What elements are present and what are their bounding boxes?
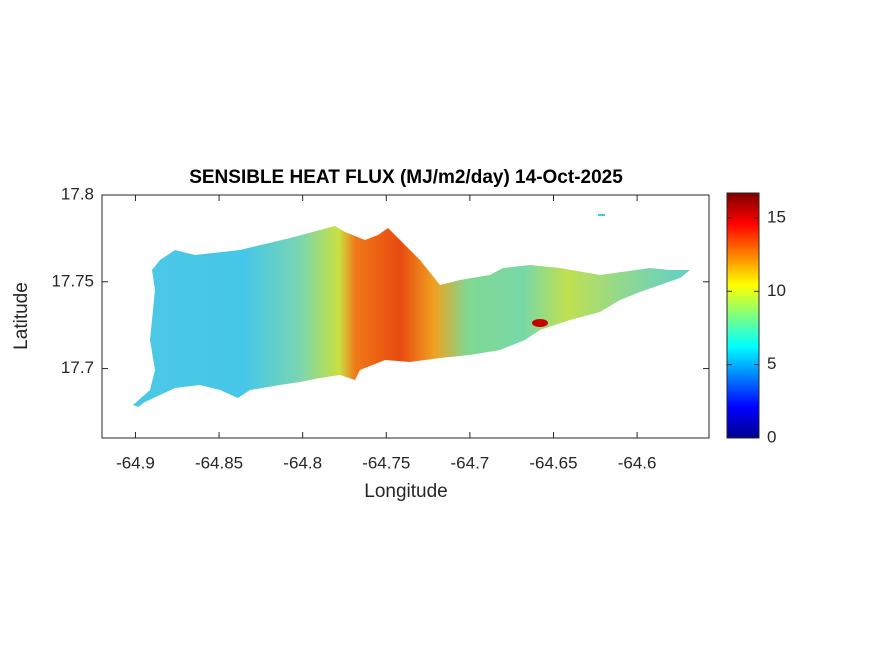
x-tick-label: -64.85 (195, 453, 243, 472)
colorbar-tick-label: 15 (767, 207, 786, 226)
colorbar-tick-label: 0 (767, 427, 776, 446)
chart-title: SENSIBLE HEAT FLUX (MJ/m2/day) 14-Oct-20… (189, 167, 623, 188)
y-tick-label: 17.8 (61, 184, 94, 203)
x-tick-label: -64.9 (116, 453, 155, 472)
colorbar-tick-label: 10 (767, 281, 786, 300)
x-tick-label: -64.75 (362, 453, 410, 472)
x-tick-label: -64.6 (618, 453, 657, 472)
colorbar-tick-label: 5 (767, 354, 776, 373)
x-tick-label: -64.7 (451, 453, 490, 472)
hot-spot (532, 319, 548, 327)
x-tick-label: -64.8 (283, 453, 322, 472)
colorbar (726, 192, 760, 439)
y-tick-label: 17.7 (61, 358, 94, 377)
y-tick-label: 17.75 (51, 271, 94, 290)
x-tick-label: -64.65 (529, 453, 577, 472)
islet (598, 214, 605, 216)
island-raster (133, 226, 690, 407)
y-axis-label: Latitude (11, 282, 32, 350)
x-axis-label: Longitude (364, 481, 447, 502)
